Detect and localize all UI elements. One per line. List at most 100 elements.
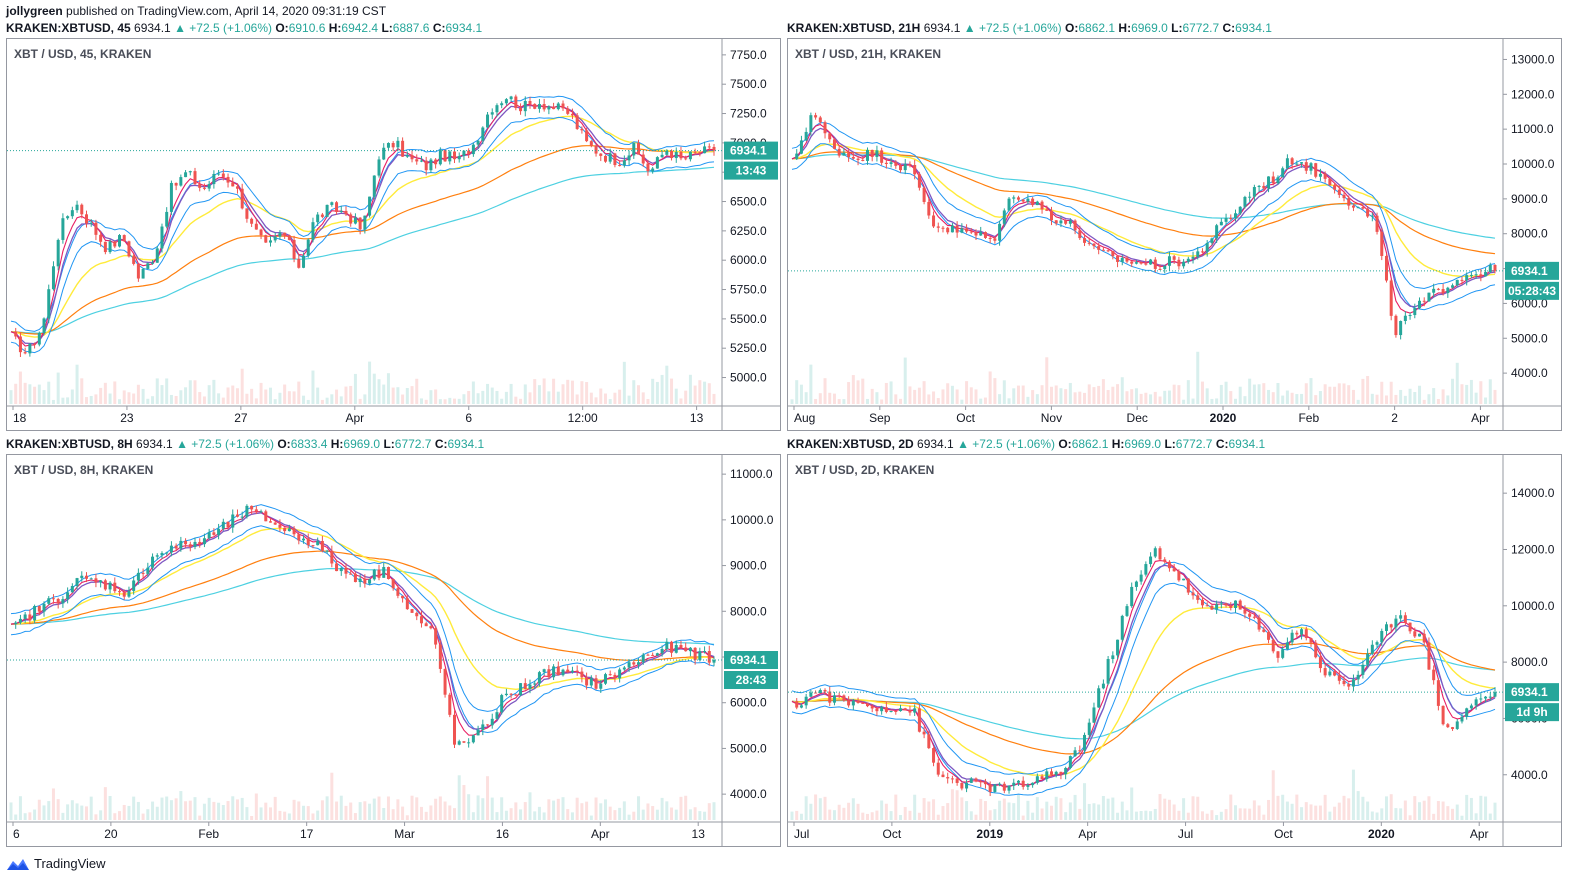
candle-body <box>1285 642 1289 650</box>
volume-bar <box>818 798 822 820</box>
volume-bar <box>922 798 926 820</box>
chart-pane-2d[interactable]: 14000.012000.010000.08000.06000.04000.0J… <box>787 454 1562 847</box>
candle-body <box>1455 721 1459 729</box>
volume-bar <box>467 794 471 820</box>
candle-body <box>646 654 650 656</box>
low-key: L: <box>1164 437 1176 451</box>
candle-body <box>665 641 669 650</box>
candle-body <box>113 241 117 247</box>
symbol-name[interactable]: KRAKEN:XBTUSD, 21H <box>787 21 921 35</box>
candle-body <box>1469 705 1473 709</box>
volume-bar <box>1271 392 1275 404</box>
volume-bar <box>259 807 263 820</box>
candle-body <box>622 667 626 670</box>
volume-bar <box>1026 396 1030 404</box>
volume-bar <box>1408 388 1412 404</box>
candle-body <box>438 644 442 669</box>
volume-bar <box>1389 381 1393 404</box>
volume-bar <box>542 378 546 404</box>
candle-body <box>287 235 291 240</box>
candle-body <box>1059 771 1063 775</box>
author-name[interactable]: jollygreen <box>6 4 63 18</box>
price-badge <box>1505 683 1559 702</box>
volume-bar <box>903 806 907 820</box>
candle-body <box>594 145 598 154</box>
candle-body <box>18 618 22 623</box>
volume-bar <box>566 379 570 404</box>
candle-body <box>1191 256 1195 259</box>
volume-bar <box>974 814 978 820</box>
volume-bar <box>66 397 70 404</box>
candle-body <box>1106 250 1110 252</box>
volume-bar <box>155 806 159 820</box>
volume-bar <box>1040 385 1044 404</box>
symbol-name[interactable]: KRAKEN:XBTUSD, 45 <box>6 21 131 35</box>
chart-pane-21h[interactable]: 13000.0 12000.0 11000.0 10000.0 9000.0 8000.0… <box>787 38 1562 431</box>
candle-body <box>1134 262 1138 264</box>
candle-body <box>1064 767 1068 775</box>
candle-body <box>679 151 683 159</box>
tradingview-footer[interactable]: TradingView <box>6 856 106 871</box>
pane-header-2d: KRAKEN:XBTUSD, 2D 6934.1 ▲ +72.5 (+1.06%… <box>787 437 1265 451</box>
candle-body <box>1413 308 1417 316</box>
candle-body <box>1281 168 1285 178</box>
candle-body <box>467 150 471 155</box>
volume-bar <box>1054 796 1058 820</box>
chart-svg-45[interactable]: 7750.07500.07250.07000.06750.06500.06250… <box>7 39 781 431</box>
volume-bar <box>1474 813 1478 820</box>
volume-bar <box>75 364 79 404</box>
candle-body <box>1153 259 1157 269</box>
countdown-badge <box>724 671 778 690</box>
volume-bar <box>1120 801 1124 820</box>
volume-bar <box>1215 398 1219 404</box>
candle-body <box>1163 559 1167 562</box>
y-tick-label: 5000.0 <box>730 741 767 755</box>
candle-body <box>509 96 513 100</box>
candle-body <box>1149 259 1153 265</box>
candle-body <box>1116 256 1120 262</box>
y-tick-label: 8000.0 <box>730 604 767 618</box>
volume-bar <box>339 795 343 820</box>
y-tick-label: 7250.0 <box>730 107 767 121</box>
volume-bar <box>603 799 607 820</box>
volume-bar <box>1045 357 1049 404</box>
volume-bar <box>1101 379 1105 404</box>
candle-body <box>1460 279 1464 281</box>
candle-body <box>1479 698 1483 700</box>
volume-bar <box>575 797 579 820</box>
candle-body <box>1040 201 1044 210</box>
symbol-name[interactable]: KRAKEN:XBTUSD, 2D <box>787 437 914 451</box>
volume-bar <box>1323 384 1327 404</box>
volume-bar <box>500 398 504 404</box>
volume-bar <box>1295 394 1299 404</box>
volume-bar <box>1413 391 1417 404</box>
candle-body <box>542 104 546 110</box>
candle-body <box>481 127 485 141</box>
candle-body <box>226 176 230 183</box>
candle-body <box>899 708 903 712</box>
volume-bar <box>585 382 589 404</box>
volume-bar <box>405 815 409 820</box>
volume-bar <box>457 775 461 820</box>
chart-svg-21h[interactable]: 13000.0 12000.0 11000.0 10000.0 9000.0 8000.0… <box>788 39 1562 431</box>
volume-bar <box>870 812 874 820</box>
volume-bar <box>1493 389 1497 404</box>
candle-body <box>292 239 296 259</box>
volume-bar <box>603 393 607 404</box>
candle-body <box>979 232 983 236</box>
volume-bar <box>580 381 584 404</box>
candle-body <box>23 614 27 619</box>
candle-body <box>302 538 306 541</box>
chart-svg-8h[interactable]: 11000.010000.09000.08000.07000.06000.050… <box>7 455 781 847</box>
candle-body <box>221 173 225 177</box>
volume-bar <box>608 399 612 404</box>
chart-pane-45[interactable]: 7750.07500.07250.07000.06750.06500.06250… <box>6 38 781 431</box>
symbol-name[interactable]: KRAKEN:XBTUSD, 8H <box>6 437 133 451</box>
candle-body <box>415 159 419 162</box>
chart-pane-8h[interactable]: 11000.010000.09000.08000.07000.06000.050… <box>6 454 781 847</box>
volume-bar <box>1049 805 1053 820</box>
close-value: 6934.1 <box>1235 21 1272 35</box>
candle-body <box>118 591 122 593</box>
chart-svg-2d[interactable]: 14000.012000.010000.08000.06000.04000.0J… <box>788 455 1562 847</box>
candle-body <box>1314 642 1318 658</box>
